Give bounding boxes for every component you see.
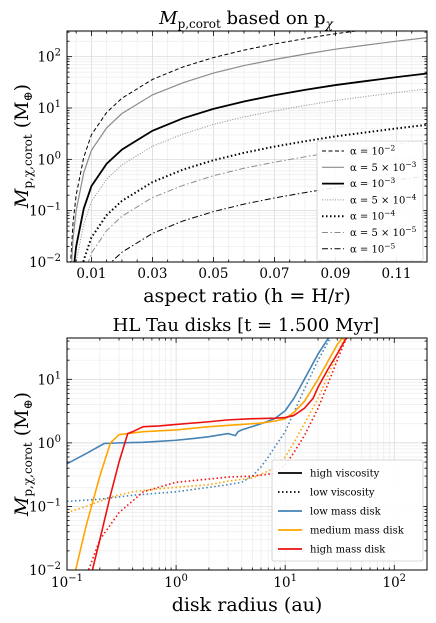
panel1-y-tick-label: 10−1 xyxy=(29,202,61,220)
panel1-legend: α = 10−2 α = 5 × 10−3 α = 10−3 α = 5 × 10−4… xyxy=(316,140,424,262)
panel1-x-tick-label: 0.05 xyxy=(198,266,228,282)
panel2-plot-area xyxy=(67,338,348,570)
panel1-legend-label: α = 5 × 10−5 xyxy=(350,225,417,239)
panel2-y-tick-label: 10−2 xyxy=(29,561,61,579)
panel2-y-tick-label: 100 xyxy=(37,434,61,452)
panel2-x-tick-label: 10−1 xyxy=(51,573,83,591)
panel1-y-tick-label: 101 xyxy=(37,99,61,117)
panel-hl-tau-disks: HL Tau disks [t = 1.500 Myr] 10−1 100 101 1… xyxy=(11,315,428,616)
panel2-ylabel: Mp,χ,corot (M⊕) xyxy=(11,392,35,517)
panel1-y-tick-label: 100 xyxy=(37,150,61,168)
panel1-x-tick-label: 0.07 xyxy=(259,266,289,282)
panel1-series-line-2 xyxy=(73,72,427,262)
panel2-legend-label: medium mass disk xyxy=(310,526,405,537)
panel2-y-tick-label: 10−1 xyxy=(29,497,61,515)
panel1-legend-box xyxy=(316,140,424,262)
panel2-series-line-4 xyxy=(91,338,348,570)
panel1-legend-label: α = 10−5 xyxy=(350,241,396,255)
panel2-series-line-0 xyxy=(67,338,330,465)
panel2-x-tick-label: 100 xyxy=(164,573,188,591)
panel2-x-tick-label: 101 xyxy=(273,573,297,591)
panel2-legend-label: low viscosity xyxy=(310,488,375,499)
panel1-ticks: 0.01 0.03 0.05 0.07 0.09 0.11 10−2 10−1 100 101 10… xyxy=(29,31,428,282)
panel2-y-tick-label: 101 xyxy=(37,370,61,388)
panel2-legend-label: high viscosity xyxy=(310,469,380,480)
panel1-series-line-3 xyxy=(75,88,427,262)
panel1-xlabel: aspect ratio (h = H/r) xyxy=(143,285,351,307)
panel2-title: HL Tau disks [t = 1.500 Myr] xyxy=(113,315,380,336)
panel2-frame xyxy=(66,337,428,571)
panel1-series-line-1 xyxy=(71,37,427,262)
panel1-series-line-0 xyxy=(70,31,360,262)
panel1-frame xyxy=(66,30,428,263)
panel2-legend-label: low mass disk xyxy=(310,507,382,518)
panel2-x-tick-label: 102 xyxy=(382,573,406,591)
panel1-legend-label: α = 10−4 xyxy=(350,209,396,223)
panel2-series-line-3 xyxy=(67,338,346,514)
panel1-x-tick-label: 0.01 xyxy=(76,266,106,282)
panel1-legend-label: α = 10−2 xyxy=(350,144,396,158)
panel1-y-tick-label: 10−2 xyxy=(29,253,61,271)
panel1-y-tick-label: 102 xyxy=(37,48,61,66)
panel2-series-line-2 xyxy=(74,338,344,570)
panel2-legend-box xyxy=(271,459,424,562)
panel1-legend-label: α = 10−3 xyxy=(350,176,396,190)
panel1-x-tick-label: 0.03 xyxy=(137,266,167,282)
panel1-legend-label: α = 5 × 10−4 xyxy=(350,192,417,206)
panel1-legend-label: α = 5 × 10−3 xyxy=(350,160,417,174)
panel-aspect-ratio: Mp,corot based on pχ 0.01 0.03 0.05 0.07 0.0… xyxy=(11,8,428,307)
panel2-legend-label: high mass disk xyxy=(310,545,386,556)
panel1-x-tick-label: 0.11 xyxy=(381,266,411,282)
panel1-ylabel: Mp,χ,corot (M⊕) xyxy=(11,84,35,209)
panel1-x-tick-label: 0.09 xyxy=(320,266,350,282)
panel2-xlabel: disk radius (au) xyxy=(172,594,323,616)
panel2-legend: high viscosity low viscosity low mass disk… xyxy=(271,459,424,562)
panel1-title: Mp,corot based on pχ xyxy=(158,8,333,31)
